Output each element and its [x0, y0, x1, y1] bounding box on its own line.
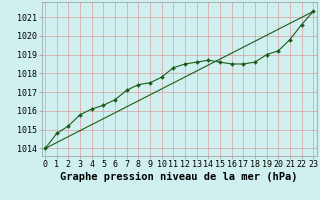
X-axis label: Graphe pression niveau de la mer (hPa): Graphe pression niveau de la mer (hPa): [60, 172, 298, 182]
